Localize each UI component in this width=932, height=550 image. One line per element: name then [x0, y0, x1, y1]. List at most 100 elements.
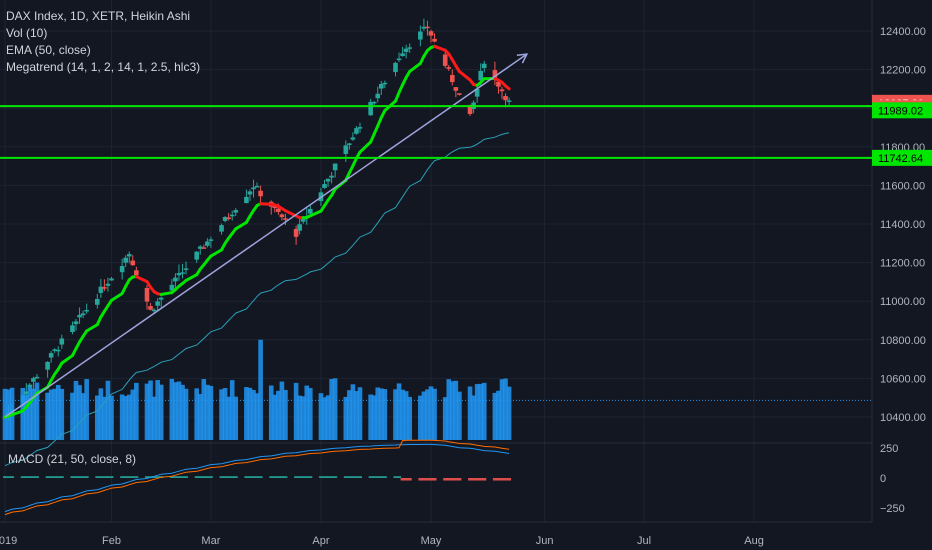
- volume-bar: [407, 396, 412, 440]
- volume-bar: [251, 389, 256, 440]
- candle-body: [201, 247, 207, 249]
- ema-indicator-label[interactable]: EMA (50, close): [6, 43, 91, 57]
- megatrend-segment: [504, 84, 511, 91]
- candle-body: [80, 313, 86, 316]
- macd-tick-label: −250: [880, 503, 905, 515]
- volume-bar: [59, 388, 65, 440]
- macd-histogram-bar: [478, 478, 483, 481]
- macd-histogram-bar: [194, 476, 199, 478]
- candle-body: [343, 145, 349, 154]
- volume-bar: [453, 380, 459, 440]
- macd-histogram-bar: [294, 476, 299, 478]
- candle-body: [244, 196, 249, 204]
- volume-bar: [134, 382, 139, 440]
- volume-bar: [418, 395, 423, 440]
- price-tick-label: 12200.00: [880, 65, 926, 77]
- volume-bar: [506, 386, 512, 440]
- vol-indicator-label[interactable]: Vol (10): [6, 26, 48, 40]
- macd-histogram-bar: [453, 478, 458, 481]
- macd-histogram-bar: [205, 476, 210, 478]
- candle-body: [119, 266, 125, 273]
- macd-histogram-bar: [24, 476, 29, 478]
- candle-body: [59, 338, 65, 345]
- volume-bar: [450, 381, 455, 440]
- volume-bar: [258, 339, 263, 440]
- candle-body: [325, 178, 331, 182]
- macd-histogram-bar: [400, 478, 405, 481]
- volume-bar: [201, 379, 207, 440]
- ema-line: [4, 132, 510, 467]
- volume-bar: [393, 389, 398, 440]
- candle-body: [428, 31, 434, 36]
- volume-bar: [478, 383, 483, 440]
- macd-histogram-bar: [109, 476, 114, 478]
- macd-histogram-bar: [492, 478, 497, 481]
- megatrend-indicator-label[interactable]: Megatrend (14, 1, 2, 14, 1, 2.5, hlc3): [6, 60, 201, 74]
- candle-body: [158, 297, 164, 300]
- megatrend-segment: [184, 273, 199, 282]
- price-badge: [872, 102, 932, 119]
- macd-legend[interactable]: MACD (21, 50, close, 8): [8, 452, 137, 466]
- candle-body: [418, 31, 423, 40]
- megatrend-segment: [376, 116, 383, 128]
- candle-body: [31, 378, 36, 382]
- volume-bar: [300, 396, 306, 440]
- volume-bar: [421, 391, 427, 440]
- volume-bar: [126, 394, 132, 440]
- macd-histogram-bar: [173, 476, 178, 478]
- candle-body: [70, 325, 75, 333]
- volume-bar: [247, 387, 253, 440]
- megatrend-segment: [457, 69, 472, 82]
- macd-histogram-bar: [350, 476, 355, 478]
- candle-body: [329, 175, 334, 178]
- candle-body: [322, 184, 327, 188]
- macd-histogram-bar: [368, 476, 373, 478]
- volume-bar: [428, 386, 434, 440]
- price-tick-label: 10600.00: [880, 373, 926, 385]
- macd-line: [4, 443, 510, 513]
- candle-body: [254, 185, 260, 188]
- volume-bar: [130, 389, 136, 440]
- candle-body: [148, 306, 153, 310]
- volume-bar: [276, 390, 281, 440]
- macd-histogram-bar: [407, 478, 412, 481]
- macd-histogram-bar: [77, 476, 82, 478]
- volume-bar: [197, 394, 203, 440]
- candle-body: [393, 62, 398, 73]
- candle-body: [368, 101, 373, 116]
- volume-bar: [357, 387, 363, 440]
- macd-histogram-bar: [503, 478, 508, 481]
- candle-body: [496, 81, 501, 87]
- candle-body: [48, 353, 54, 358]
- volume-bar: [354, 391, 359, 440]
- macd-histogram-bar: [10, 476, 15, 478]
- volume-bar: [283, 389, 288, 440]
- candle-body: [123, 257, 128, 263]
- candle-body: [403, 48, 409, 52]
- macd-histogram-bar: [329, 476, 334, 478]
- macd-histogram-bar: [56, 476, 61, 478]
- symbol-title[interactable]: DAX Index, 1D, XETR, Heikin Ashi: [6, 9, 191, 23]
- macd-histogram-bar: [208, 476, 213, 478]
- candle-body: [478, 70, 483, 81]
- volume-bar: [77, 385, 82, 440]
- candle-body: [499, 89, 505, 92]
- candle-body: [34, 376, 40, 379]
- price-badge-label: 11742.64: [878, 153, 923, 165]
- candle-body: [176, 273, 182, 276]
- candle-body: [134, 270, 139, 276]
- megatrend-segment: [60, 354, 74, 365]
- macd-histogram-bar: [230, 476, 235, 478]
- volume-bar: [432, 388, 437, 440]
- macd-histogram-bar: [450, 478, 455, 481]
- macd-histogram-bar: [105, 476, 110, 478]
- volume-bar: [368, 394, 373, 440]
- volume-bar: [119, 394, 125, 440]
- candle-body: [382, 82, 388, 85]
- macd-histogram-bar: [429, 478, 433, 481]
- macd-histogram-bar: [457, 478, 462, 481]
- volume-bar: [222, 388, 228, 440]
- macd-histogram-bar: [272, 476, 277, 478]
